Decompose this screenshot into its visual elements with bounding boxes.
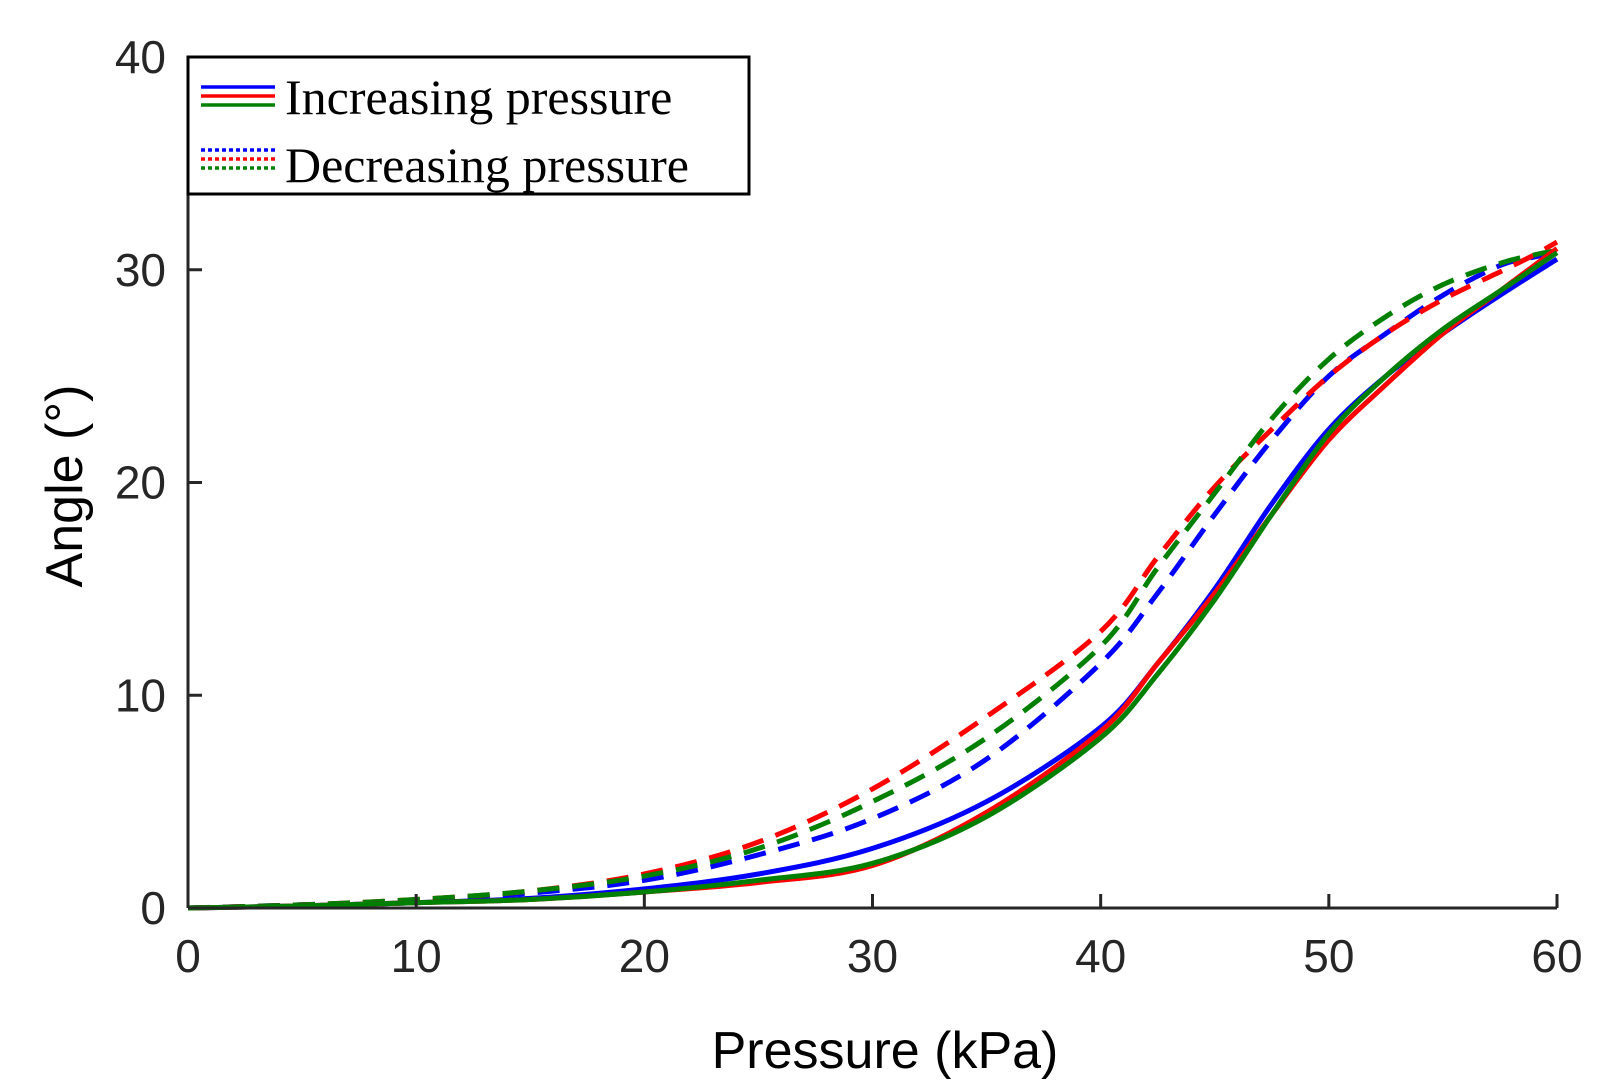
series-line-decreasing-008000 xyxy=(187,248,1558,911)
y-axis-title: Angle (°) xyxy=(36,385,94,588)
legend-label-decreasing: Decreasing pressure xyxy=(285,137,689,193)
y-tick-label: 30 xyxy=(115,244,166,296)
y-tick-label: 0 xyxy=(140,882,166,934)
series-line-decreasing-0000FF xyxy=(187,250,1558,911)
y-ticks: 0 10 20 30 40 xyxy=(115,31,202,934)
y-tick-label: 20 xyxy=(115,457,166,509)
legend-label-increasing: Increasing pressure xyxy=(285,69,672,125)
x-tick-label: 0 xyxy=(175,930,201,982)
x-tick-label: 10 xyxy=(391,930,442,982)
y-tick-label: 40 xyxy=(115,31,166,83)
x-tick-label: 20 xyxy=(619,930,670,982)
legend-box xyxy=(186,55,751,196)
x-tick-label: 40 xyxy=(1075,930,1126,982)
series-line-decreasing-FF0000 xyxy=(187,239,1559,911)
x-axis-title: Pressure (kPa) xyxy=(712,1022,1059,1080)
x-tick-label: 50 xyxy=(1303,930,1354,982)
x-ticks: 0 10 20 30 40 50 60 xyxy=(175,894,1583,982)
series-line-increasing-008000 xyxy=(187,250,1559,911)
y-tick-label: 10 xyxy=(115,669,166,721)
legend-entries xyxy=(201,85,275,170)
series-layer xyxy=(187,239,1559,911)
legend: Increasing pressure Decreasing pressure xyxy=(186,55,751,196)
x-tick-label: 30 xyxy=(847,930,898,982)
x-tick-label: 60 xyxy=(1531,930,1582,982)
